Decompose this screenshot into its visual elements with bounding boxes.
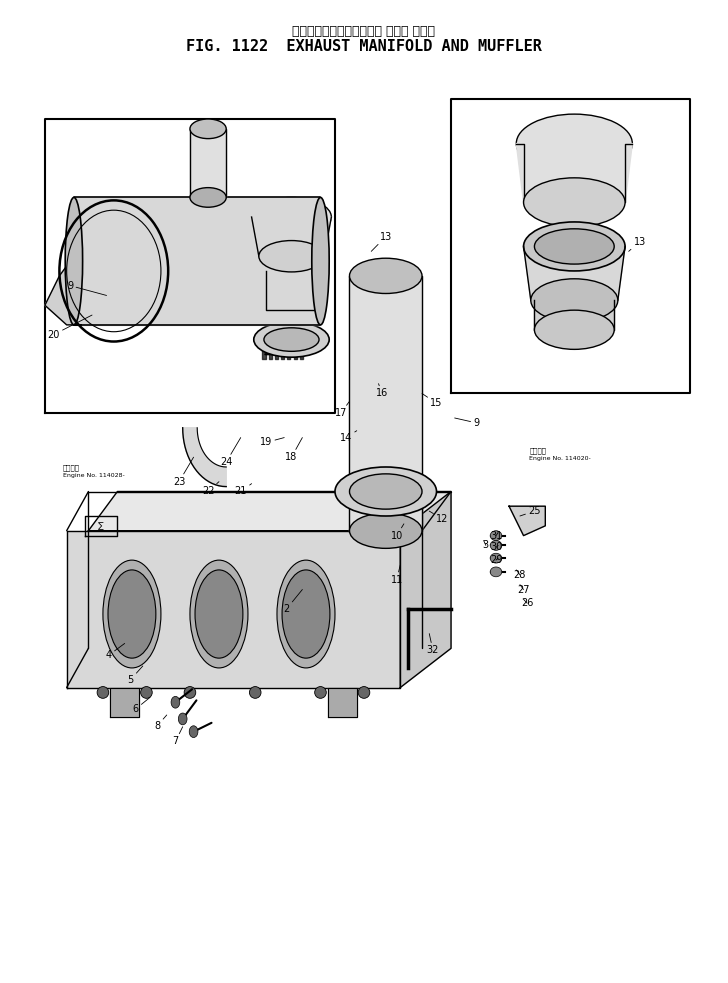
Text: 13: 13: [371, 232, 392, 252]
Text: 32: 32: [427, 634, 439, 656]
Ellipse shape: [358, 686, 370, 698]
Ellipse shape: [195, 570, 243, 659]
Text: 27: 27: [518, 585, 530, 595]
Polygon shape: [534, 301, 614, 329]
Ellipse shape: [252, 198, 331, 237]
Text: 9: 9: [67, 281, 106, 296]
Ellipse shape: [184, 686, 196, 698]
Polygon shape: [516, 144, 633, 202]
Ellipse shape: [266, 259, 317, 284]
Polygon shape: [400, 492, 451, 687]
Text: 14: 14: [340, 431, 357, 442]
Ellipse shape: [490, 541, 502, 550]
Ellipse shape: [335, 467, 437, 516]
Ellipse shape: [103, 560, 161, 667]
Text: 16: 16: [376, 383, 388, 398]
Text: 2: 2: [283, 590, 302, 614]
Polygon shape: [523, 247, 625, 301]
Text: 5: 5: [127, 665, 143, 685]
Ellipse shape: [516, 114, 633, 173]
Ellipse shape: [534, 229, 614, 264]
Text: 13: 13: [629, 237, 646, 252]
Ellipse shape: [314, 686, 326, 698]
Text: 21: 21: [234, 484, 252, 496]
Text: Engine No. 114028-: Engine No. 114028-: [63, 473, 124, 478]
Polygon shape: [190, 129, 226, 198]
Polygon shape: [349, 276, 422, 531]
Text: 6: 6: [132, 697, 150, 714]
Ellipse shape: [349, 513, 422, 549]
Text: 12: 12: [430, 511, 448, 524]
Text: 31: 31: [490, 531, 502, 541]
Ellipse shape: [312, 198, 329, 324]
Text: 4: 4: [106, 644, 124, 661]
Ellipse shape: [97, 686, 108, 698]
Ellipse shape: [141, 686, 152, 698]
Text: 適用号番: 適用号番: [529, 447, 546, 454]
Ellipse shape: [259, 241, 324, 272]
Text: 17: 17: [335, 401, 349, 418]
Ellipse shape: [250, 686, 261, 698]
Ellipse shape: [534, 311, 614, 349]
Ellipse shape: [531, 279, 618, 321]
Text: 11: 11: [390, 565, 403, 585]
Text: 19: 19: [260, 437, 284, 447]
Polygon shape: [252, 217, 331, 257]
Text: 7: 7: [173, 726, 183, 746]
Text: 25: 25: [520, 506, 541, 516]
Text: 26: 26: [521, 599, 534, 608]
Ellipse shape: [490, 531, 502, 541]
Ellipse shape: [277, 560, 335, 667]
Polygon shape: [266, 271, 317, 311]
Ellipse shape: [190, 560, 248, 667]
Ellipse shape: [282, 570, 330, 659]
Polygon shape: [509, 506, 545, 536]
Ellipse shape: [190, 188, 226, 207]
Text: 22: 22: [202, 482, 219, 496]
Text: Engine No. 114020-: Engine No. 114020-: [529, 456, 591, 461]
Ellipse shape: [171, 696, 180, 708]
Polygon shape: [328, 687, 357, 717]
Ellipse shape: [490, 553, 502, 563]
Text: 3: 3: [483, 541, 489, 550]
Ellipse shape: [178, 713, 187, 724]
Ellipse shape: [264, 327, 319, 351]
Text: FIG. 1122  EXHAUST MANIFOLD AND MUFFLER: FIG. 1122 EXHAUST MANIFOLD AND MUFFLER: [186, 39, 542, 54]
Ellipse shape: [349, 259, 422, 294]
Text: 9: 9: [455, 418, 480, 428]
Text: 18: 18: [285, 437, 302, 462]
Ellipse shape: [254, 321, 329, 357]
Text: 24: 24: [220, 437, 241, 467]
Ellipse shape: [108, 570, 156, 659]
Text: 20: 20: [47, 316, 92, 340]
Text: 8: 8: [154, 715, 167, 730]
Polygon shape: [67, 531, 400, 687]
Text: 28: 28: [514, 570, 526, 580]
Polygon shape: [110, 687, 139, 717]
Text: 23: 23: [173, 457, 194, 487]
Ellipse shape: [523, 178, 625, 227]
Text: 10: 10: [390, 524, 404, 541]
Polygon shape: [45, 257, 81, 324]
Ellipse shape: [523, 222, 625, 271]
Ellipse shape: [490, 567, 502, 577]
Ellipse shape: [349, 474, 422, 509]
Ellipse shape: [66, 198, 82, 324]
Polygon shape: [74, 198, 320, 324]
Polygon shape: [88, 492, 451, 531]
Text: エキゾーストマニホールド および マフラ: エキゾーストマニホールド および マフラ: [293, 25, 435, 37]
Text: 30: 30: [490, 543, 502, 552]
Text: 29: 29: [490, 555, 502, 565]
Polygon shape: [183, 428, 226, 487]
Text: ∑: ∑: [98, 521, 103, 530]
Ellipse shape: [190, 119, 226, 139]
Ellipse shape: [266, 298, 317, 322]
Text: 適用号番: 適用号番: [63, 464, 80, 471]
Ellipse shape: [189, 725, 198, 737]
Text: 15: 15: [422, 393, 443, 408]
